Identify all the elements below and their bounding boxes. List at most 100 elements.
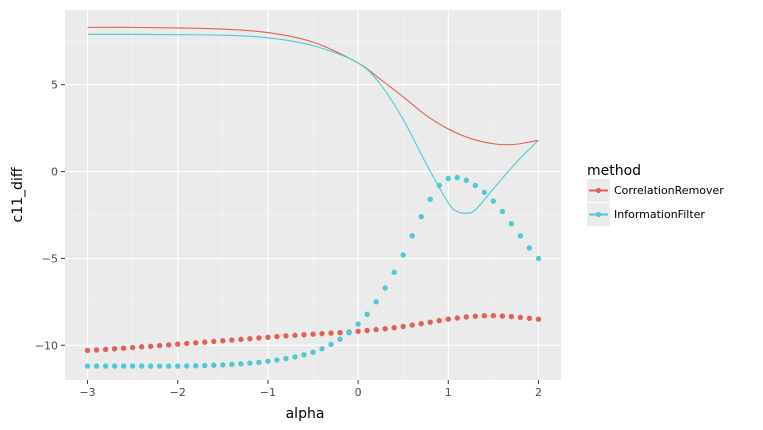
y-tick-label: −10 [35,339,58,352]
data-point-correlation-remover [517,314,524,321]
data-point-information-filter [193,363,199,369]
data-point-correlation-remover [120,345,127,351]
data-point-information-filter [526,245,533,251]
x-tick-label: −2 [170,386,186,399]
data-point-information-filter [147,363,154,369]
x-tick-label: −3 [79,386,95,399]
x-tick-label: −1 [260,386,276,399]
data-point-information-filter [310,349,316,355]
data-point-correlation-remover [229,337,235,343]
data-point-information-filter [508,220,515,227]
x-axis-title: alpha [286,406,325,422]
data-point-correlation-remover [102,346,109,353]
data-point-correlation-remover [184,340,190,347]
data-point-information-filter [84,363,91,369]
data-point-correlation-remover [409,322,415,328]
data-point-correlation-remover [265,334,271,340]
data-point-correlation-remover [256,335,262,341]
data-point-information-filter [418,214,424,220]
data-point-information-filter [346,330,352,336]
data-point-information-filter [319,346,325,352]
y-tick-label: −5 [42,252,58,265]
series-points [84,174,542,369]
data-point-information-filter [256,359,262,365]
data-point-correlation-remover [247,335,253,342]
y-tick-label: 0 [51,166,58,179]
data-point-information-filter [499,208,506,215]
data-point-correlation-remover [382,326,388,332]
data-point-information-filter [93,363,100,369]
data-point-correlation-remover [211,338,217,345]
legend-key-point-information-filter [595,211,602,218]
data-point-correlation-remover [193,340,199,346]
data-point-information-filter [481,189,488,196]
data-point-correlation-remover [202,339,208,345]
legend-key-point-correlation-remover [595,187,602,194]
legend-entry-information-filter: InformationFilter [587,203,705,226]
data-point-correlation-remover [391,325,397,331]
data-point-correlation-remover [436,317,442,324]
data-point-information-filter [472,182,479,189]
legend-label-information-filter: InformationFilter [614,208,705,221]
legend: method CorrelationRemover InformationFil… [587,163,724,226]
data-point-correlation-remover [355,328,361,335]
data-point-information-filter [120,363,127,369]
data-point-information-filter [220,362,226,368]
data-point-correlation-remover [364,327,370,334]
data-point-correlation-remover [319,330,325,337]
data-point-information-filter [211,362,217,368]
data-point-correlation-remover [310,331,316,337]
data-point-information-filter [400,252,406,258]
data-point-information-filter [490,198,497,204]
data-point-correlation-remover [481,313,488,319]
data-point-information-filter [427,196,433,203]
data-point-correlation-remover [454,315,460,321]
data-point-information-filter [391,269,397,276]
data-point-information-filter [229,361,235,368]
series-lines [87,26,539,214]
data-point-information-filter [328,341,334,348]
legend-title: method [587,163,641,179]
series-line-information-filter [87,33,539,214]
x-tick-label: 1 [445,386,452,399]
data-point-information-filter [111,363,118,369]
data-point-information-filter [202,362,208,369]
data-point-information-filter [274,357,280,363]
data-point-information-filter [301,352,307,358]
data-point-information-filter [364,311,370,318]
data-point-information-filter [238,361,244,367]
data-point-correlation-remover [292,332,298,339]
data-point-correlation-remover [93,347,100,353]
data-point-information-filter [463,177,470,183]
data-point-correlation-remover [84,347,91,354]
data-point-correlation-remover [175,341,181,347]
data-point-correlation-remover [427,319,433,325]
x-tick-label: 2 [535,386,542,399]
data-point-information-filter [102,363,109,369]
y-tick-label: 5 [51,79,58,92]
data-point-correlation-remover [508,313,515,320]
data-point-information-filter [382,285,388,291]
data-point-correlation-remover [418,321,424,327]
data-point-information-filter [175,363,181,369]
data-point-correlation-remover [301,331,307,338]
data-point-correlation-remover [156,342,163,349]
data-point-information-filter [265,358,271,364]
data-point-correlation-remover [337,329,343,336]
data-point-information-filter [436,182,442,189]
data-point-information-filter [247,360,253,366]
data-point-correlation-remover [220,338,226,344]
data-point-correlation-remover [147,343,154,350]
data-point-information-filter [283,355,289,362]
legend-label-correlation-remover: CorrelationRemover [614,184,724,197]
data-point-information-filter [517,233,524,239]
data-point-information-filter [373,299,379,305]
data-point-information-filter [166,363,172,369]
data-point-correlation-remover [138,344,145,350]
data-point-information-filter [184,363,190,369]
data-point-information-filter [292,354,298,360]
data-point-correlation-remover [238,336,244,343]
data-point-information-filter [409,233,415,239]
data-point-correlation-remover [111,346,118,352]
